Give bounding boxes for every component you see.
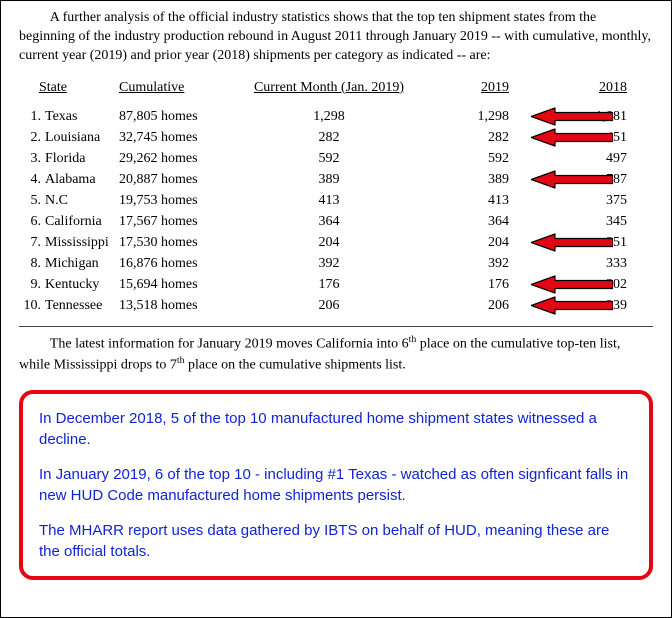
caption-text: place on the cumulative shipments list. — [185, 358, 406, 373]
state-name: N.C — [41, 190, 119, 211]
cumulative-val: 29,262 homes — [119, 148, 229, 169]
y2018-val: 302 — [509, 274, 653, 295]
row-number: 3. — [19, 148, 41, 169]
header-state: State — [19, 80, 119, 96]
current-val: 389 — [229, 169, 429, 190]
caption-text: The latest information for January 2019 … — [50, 336, 409, 351]
row-number: 8. — [19, 253, 41, 274]
table-row: 9.Kentucky15,694 homes176176302 — [19, 274, 653, 295]
header-cumulative: Cumulative — [119, 80, 229, 96]
callout-paragraph: In January 2019, 6 of the top 10 - inclu… — [39, 464, 633, 506]
current-val: 392 — [229, 253, 429, 274]
current-val: 282 — [229, 127, 429, 148]
caption-paragraph: The latest information for January 2019 … — [19, 333, 653, 376]
state-name: Kentucky — [41, 274, 119, 295]
y2018-val: 333 — [509, 253, 653, 274]
y2019-val: 282 — [429, 127, 509, 148]
row-number: 7. — [19, 232, 41, 253]
cumulative-val: 17,567 homes — [119, 211, 229, 232]
y2018-val: 451 — [509, 127, 653, 148]
state-name: Tennessee — [41, 295, 119, 316]
y2018-val: 239 — [509, 295, 653, 316]
table-row: 2.Louisiana32,745 homes282282451 — [19, 127, 653, 148]
y2018-val: 345 — [509, 211, 653, 232]
table-header-row: State Cumulative Current Month (Jan. 201… — [19, 80, 653, 96]
y2019-val: 413 — [429, 190, 509, 211]
current-val: 1,298 — [229, 106, 429, 127]
table-body: 1.Texas87,805 homes1,2981,2981,8812.Loui… — [19, 106, 653, 316]
table-row: 3.Florida29,262 homes592592497 — [19, 148, 653, 169]
table-row: 1.Texas87,805 homes1,2981,2981,881 — [19, 106, 653, 127]
table-row: 7.Mississippi17,530 homes204204351 — [19, 232, 653, 253]
y2019-val: 206 — [429, 295, 509, 316]
table-row: 10.Tennessee13,518 homes206206239 — [19, 295, 653, 316]
y2018-val: 375 — [509, 190, 653, 211]
y2019-val: 392 — [429, 253, 509, 274]
current-val: 204 — [229, 232, 429, 253]
y2019-val: 176 — [429, 274, 509, 295]
row-number: 6. — [19, 211, 41, 232]
y2019-val: 204 — [429, 232, 509, 253]
cumulative-val: 17,530 homes — [119, 232, 229, 253]
y2018-val: 497 — [509, 148, 653, 169]
cumulative-val: 13,518 homes — [119, 295, 229, 316]
row-number: 1. — [19, 106, 41, 127]
callout-box: In December 2018, 5 of the top 10 manufa… — [19, 390, 653, 580]
y2018-val: 351 — [509, 232, 653, 253]
table-row: 6.California17,567 homes364364345 — [19, 211, 653, 232]
y2019-val: 1,298 — [429, 106, 509, 127]
row-number: 4. — [19, 169, 41, 190]
divider — [19, 326, 653, 327]
state-name: Mississippi — [41, 232, 119, 253]
cumulative-val: 87,805 homes — [119, 106, 229, 127]
y2018-val: 1,881 — [509, 106, 653, 127]
y2019-val: 389 — [429, 169, 509, 190]
header-2018: 2018 — [509, 80, 653, 96]
row-number: 10. — [19, 295, 41, 316]
state-name: Michigan — [41, 253, 119, 274]
y2018-val: 787 — [509, 169, 653, 190]
row-number: 2. — [19, 127, 41, 148]
header-2019: 2019 — [429, 80, 509, 96]
row-number: 9. — [19, 274, 41, 295]
callout-paragraph: The MHARR report uses data gathered by I… — [39, 520, 633, 562]
cumulative-val: 32,745 homes — [119, 127, 229, 148]
current-val: 592 — [229, 148, 429, 169]
intro-paragraph: A further analysis of the official indus… — [19, 9, 653, 66]
ordinal-suffix: th — [177, 355, 185, 366]
y2019-val: 364 — [429, 211, 509, 232]
current-val: 206 — [229, 295, 429, 316]
cumulative-val: 15,694 homes — [119, 274, 229, 295]
state-name: California — [41, 211, 119, 232]
cumulative-val: 16,876 homes — [119, 253, 229, 274]
table-row: 5.N.C19,753 homes413413375 — [19, 190, 653, 211]
state-name: Florida — [41, 148, 119, 169]
row-number: 5. — [19, 190, 41, 211]
state-name: Alabama — [41, 169, 119, 190]
callout-paragraph: In December 2018, 5 of the top 10 manufa… — [39, 408, 633, 450]
current-val: 364 — [229, 211, 429, 232]
cumulative-val: 19,753 homes — [119, 190, 229, 211]
state-name: Texas — [41, 106, 119, 127]
header-current-month: Current Month (Jan. 2019) — [229, 80, 429, 96]
y2019-val: 592 — [429, 148, 509, 169]
state-name: Louisiana — [41, 127, 119, 148]
table-row: 4.Alabama20,887 homes389389787 — [19, 169, 653, 190]
table-row: 8.Michigan16,876 homes392392333 — [19, 253, 653, 274]
current-val: 413 — [229, 190, 429, 211]
cumulative-val: 20,887 homes — [119, 169, 229, 190]
current-val: 176 — [229, 274, 429, 295]
